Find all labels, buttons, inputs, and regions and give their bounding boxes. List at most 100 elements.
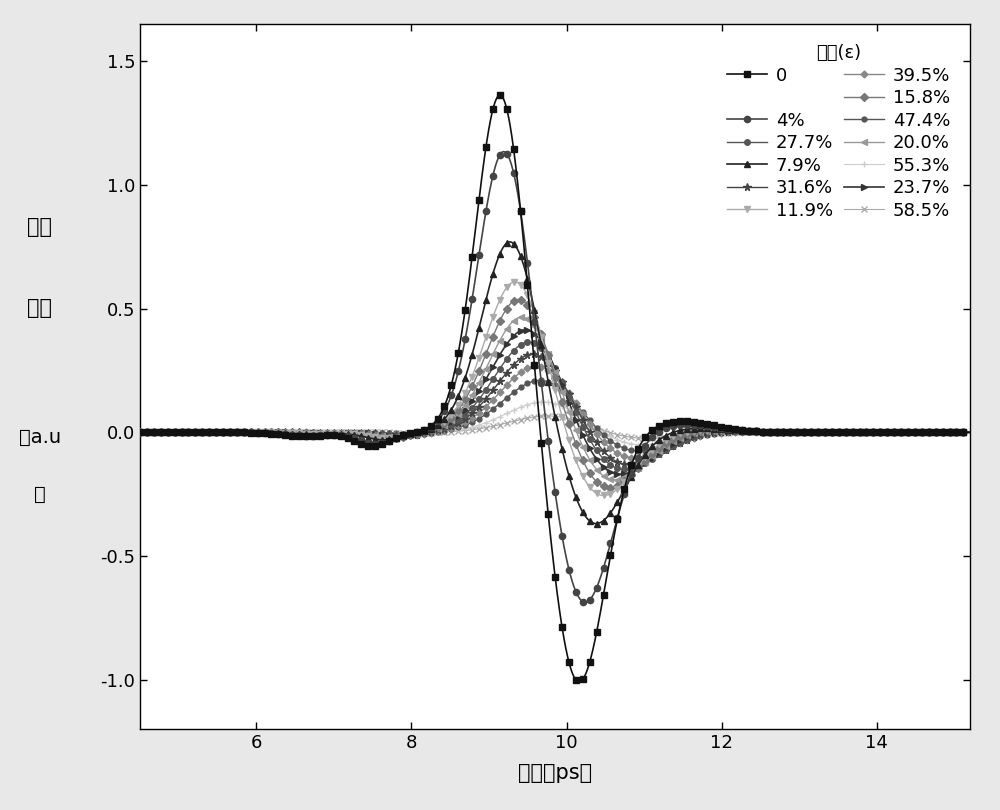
7.9% xyxy=(134,428,146,437)
27.7% xyxy=(488,373,500,382)
58.5% xyxy=(278,428,290,437)
58.5% xyxy=(488,421,500,431)
39.5% xyxy=(278,428,290,437)
4% xyxy=(948,428,960,437)
11.9% xyxy=(948,428,960,437)
Text: （a.u: （a.u xyxy=(19,428,61,447)
11.9% xyxy=(859,428,871,437)
58.5% xyxy=(229,428,241,437)
58.5% xyxy=(643,433,655,443)
39.5% xyxy=(629,453,641,463)
31.6% xyxy=(948,428,960,437)
0 xyxy=(573,677,585,687)
39.5% xyxy=(229,428,241,437)
47.4% xyxy=(964,428,976,437)
0 xyxy=(134,428,146,437)
11.9% xyxy=(452,401,464,411)
Line: 15.8%: 15.8% xyxy=(137,296,973,490)
39.5% xyxy=(964,428,976,437)
23.7% xyxy=(859,428,871,437)
Line: 20.0%: 20.0% xyxy=(137,314,973,483)
39.5% xyxy=(948,428,960,437)
23.7% xyxy=(948,428,960,437)
27.7% xyxy=(278,428,290,437)
55.3% xyxy=(229,428,241,437)
0 xyxy=(859,428,871,437)
Line: 0: 0 xyxy=(137,92,973,685)
0 xyxy=(494,90,506,100)
55.3% xyxy=(537,397,549,407)
58.5% xyxy=(859,428,871,437)
47.4% xyxy=(452,423,464,433)
4% xyxy=(498,147,510,156)
31.6% xyxy=(623,460,635,470)
7.9% xyxy=(229,428,241,437)
55.3% xyxy=(637,440,649,450)
31.6% xyxy=(452,418,464,428)
11.9% xyxy=(488,309,500,318)
55.3% xyxy=(278,428,290,437)
0 xyxy=(964,428,976,437)
31.6% xyxy=(859,428,871,437)
20.0% xyxy=(609,475,621,484)
39.5% xyxy=(452,420,464,430)
15.8% xyxy=(948,428,960,437)
Line: 55.3%: 55.3% xyxy=(137,399,973,448)
15.8% xyxy=(229,428,241,437)
X-axis label: 时间（ps）: 时间（ps） xyxy=(518,763,592,783)
31.6% xyxy=(229,428,241,437)
0 xyxy=(488,100,500,109)
31.6% xyxy=(526,349,538,359)
23.7% xyxy=(519,325,531,335)
58.5% xyxy=(452,426,464,436)
23.7% xyxy=(229,428,241,437)
23.7% xyxy=(488,360,500,369)
7.9% xyxy=(590,518,602,528)
Text: ）: ） xyxy=(34,484,46,504)
39.5% xyxy=(859,428,871,437)
7.9% xyxy=(859,428,871,437)
Line: 7.9%: 7.9% xyxy=(137,239,973,526)
0 xyxy=(229,428,241,437)
27.7% xyxy=(964,428,976,437)
31.6% xyxy=(278,428,290,437)
Line: 11.9%: 11.9% xyxy=(137,279,973,499)
55.3% xyxy=(452,425,464,435)
47.4% xyxy=(634,446,646,456)
47.4% xyxy=(134,428,146,437)
31.6% xyxy=(964,428,976,437)
55.3% xyxy=(859,428,871,437)
Text: 强度: 强度 xyxy=(28,298,52,318)
23.7% xyxy=(614,470,626,480)
7.9% xyxy=(504,237,516,247)
4% xyxy=(859,428,871,437)
47.4% xyxy=(278,428,290,437)
58.5% xyxy=(964,428,976,437)
11.9% xyxy=(964,428,976,437)
27.7% xyxy=(619,465,631,475)
20.0% xyxy=(859,428,871,437)
39.5% xyxy=(134,428,146,437)
4% xyxy=(229,428,241,437)
11.9% xyxy=(509,277,521,287)
47.4% xyxy=(534,376,546,386)
55.3% xyxy=(948,428,960,437)
20.0% xyxy=(134,428,146,437)
23.7% xyxy=(452,411,464,421)
4% xyxy=(964,428,976,437)
47.4% xyxy=(229,428,241,437)
11.9% xyxy=(229,428,241,437)
15.8% xyxy=(452,405,464,415)
4% xyxy=(488,165,500,175)
4% xyxy=(278,429,290,439)
4% xyxy=(579,598,591,608)
31.6% xyxy=(134,428,146,437)
Text: 电场: 电场 xyxy=(28,217,52,237)
11.9% xyxy=(598,491,610,501)
7.9% xyxy=(948,428,960,437)
20.0% xyxy=(452,409,464,419)
55.3% xyxy=(964,428,976,437)
15.8% xyxy=(134,428,146,437)
58.5% xyxy=(541,411,553,421)
27.7% xyxy=(859,428,871,437)
